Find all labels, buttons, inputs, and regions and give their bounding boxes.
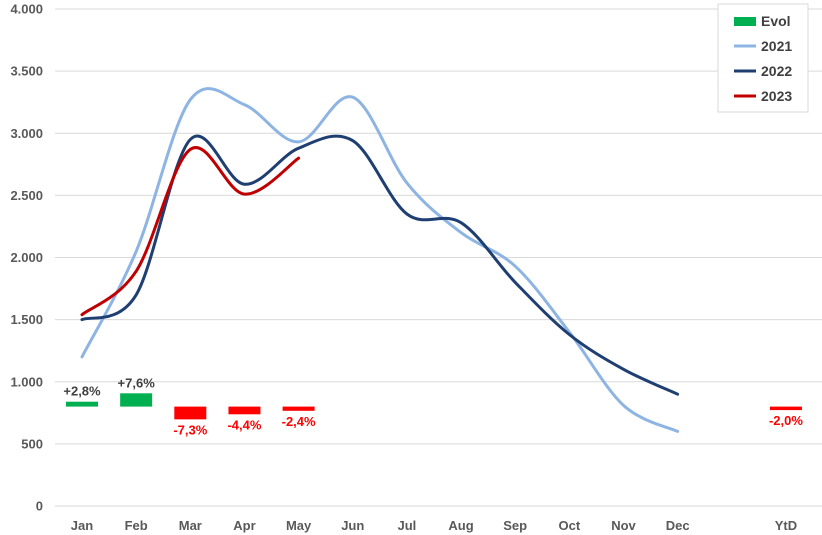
series-line-2021 [80, 87, 680, 433]
y-tick-label: 2.500 [10, 188, 43, 203]
x-tick-label: Jun [341, 518, 364, 533]
x-tick-label: Jul [398, 518, 417, 533]
series-line-2023 [80, 146, 301, 317]
evol-bar [228, 406, 261, 415]
evol-bar [174, 406, 207, 420]
evol-data-label: -2,0% [769, 413, 803, 428]
x-tick-label: Mar [179, 518, 202, 533]
evol-data-label: +2,8% [63, 384, 101, 399]
y-tick-label: 4.000 [10, 2, 43, 17]
x-tick-label: Dec [666, 518, 690, 533]
evol-bar [282, 406, 315, 411]
evol-bars: +2,8% +7,6% -7,3% -4,4% -2,4% -2,0% [63, 375, 803, 437]
legend-box [717, 3, 809, 113]
evol-data-label: +7,6% [118, 375, 156, 390]
legend: Evol 2021 2022 2023 [717, 3, 809, 113]
x-tick-label: Aug [448, 518, 473, 533]
evol-data-label: -2,4% [282, 414, 316, 429]
x-tick-label: Apr [233, 518, 255, 533]
evol-bar [120, 393, 153, 407]
x-tick-label: Jan [71, 518, 93, 533]
x-tick-label: Nov [611, 518, 636, 533]
x-tick-label: May [286, 518, 312, 533]
evol-data-label: -4,4% [227, 417, 261, 432]
y-tick-label: 1.000 [10, 374, 43, 389]
y-tick-label: 1.500 [10, 312, 43, 327]
legend-label: 2022 [761, 63, 792, 79]
series-lines [80, 87, 680, 433]
evol-bar [66, 401, 98, 407]
y-tick-label: 3.500 [10, 64, 43, 79]
x-tick-label: YtD [775, 518, 797, 533]
legend-label: 2023 [761, 88, 792, 104]
evol-data-label: -7,3% [173, 422, 207, 437]
evol-bar [769, 406, 802, 411]
x-axis: Jan Feb Mar Apr May Jun Jul Aug Sep Oct Nov Dec YtD [71, 518, 797, 533]
y-axis: 0 500 1.000 1.500 2.000 2.500 3.000 3.500 4.000 [10, 2, 43, 514]
x-tick-label: Sep [503, 518, 527, 533]
y-tick-label: 500 [21, 436, 43, 451]
y-tick-label: 0 [36, 499, 43, 514]
gridlines [55, 8, 822, 507]
y-tick-label: 3.000 [10, 126, 43, 141]
legend-label: Evol [761, 13, 791, 29]
legend-swatch-Evol [734, 17, 756, 26]
legend-label: 2021 [761, 38, 792, 54]
y-tick-label: 2.000 [10, 250, 43, 265]
x-tick-label: Feb [125, 518, 148, 533]
x-tick-label: Oct [559, 518, 581, 533]
series-line-2022 [80, 134, 680, 396]
